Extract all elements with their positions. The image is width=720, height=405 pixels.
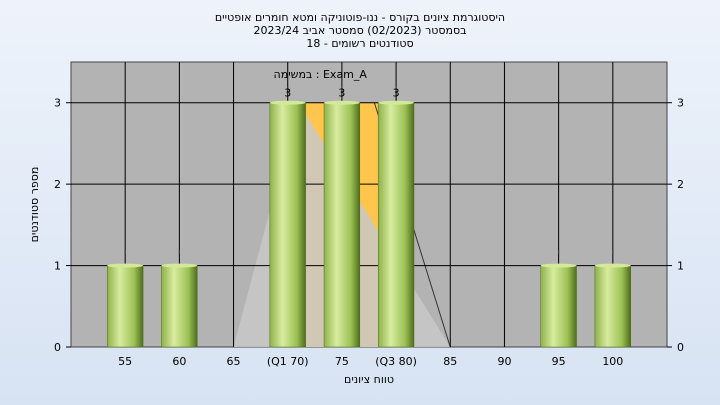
y-tick-label-right: 0 [677, 341, 684, 354]
bar [161, 265, 198, 348]
bar-cap [107, 263, 144, 268]
bar [107, 265, 144, 348]
bar-cap [378, 100, 414, 105]
chart-title-line-2: בסמסטר (02/2023) סמסטר אביב 2023/24 [253, 24, 466, 37]
bar-value-label: 3 [284, 87, 291, 100]
x-tick-label: 90 [497, 355, 511, 368]
bar-layer: 3 3 3 [107, 86, 631, 348]
y-tick-label-right: 3 [677, 97, 684, 110]
bar [323, 102, 361, 348]
bar-value-label: 3 [338, 87, 345, 100]
chart-title-line-3: סטודנטים רשומים - 18 [306, 37, 413, 50]
x-tick-label: 100 [602, 355, 623, 368]
x-tick-label: (Q3 80) [375, 355, 417, 368]
y-axis-title: מספר סטודנטים [28, 167, 41, 243]
bar [594, 265, 631, 348]
x-tick-label: 85 [443, 355, 457, 368]
chart-title-line-1: היסטוגרמת ציונים בקורס - ננו-פוטוניקה ומ… [215, 11, 505, 24]
exam-annotation: במשימה : Exam_A [274, 68, 368, 81]
x-tick-label: 60 [172, 355, 186, 368]
bar-cap [161, 263, 198, 268]
x-tick-label: 95 [552, 355, 566, 368]
bar-cap [594, 263, 631, 268]
bar [269, 102, 306, 348]
bar-cap [269, 100, 306, 105]
y-tick-label-left: 3 [54, 97, 61, 110]
bar [377, 102, 415, 348]
x-axis-title: טווח ציונים [344, 373, 394, 386]
x-tick-label: 65 [227, 355, 241, 368]
y-tick-label-right: 2 [677, 178, 684, 191]
y-tick-label-left: 0 [54, 341, 61, 354]
tick-layer: 0 0 1 1 2 2 3 3 55 60 65 (Q1 70) 75 (Q3 80) 85 90 95 100 [54, 97, 684, 368]
x-tick-label: 55 [118, 355, 132, 368]
x-tick-label: 75 [335, 355, 349, 368]
bar [540, 265, 577, 348]
y-tick-label-right: 1 [677, 260, 684, 273]
y-tick-label-left: 2 [54, 178, 61, 191]
bar-value-label: 3 [393, 87, 400, 100]
bar-cap [540, 263, 577, 268]
x-tick-label: (Q1 70) [267, 355, 309, 368]
y-tick-label-left: 1 [54, 260, 61, 273]
bar-cap [324, 100, 360, 105]
